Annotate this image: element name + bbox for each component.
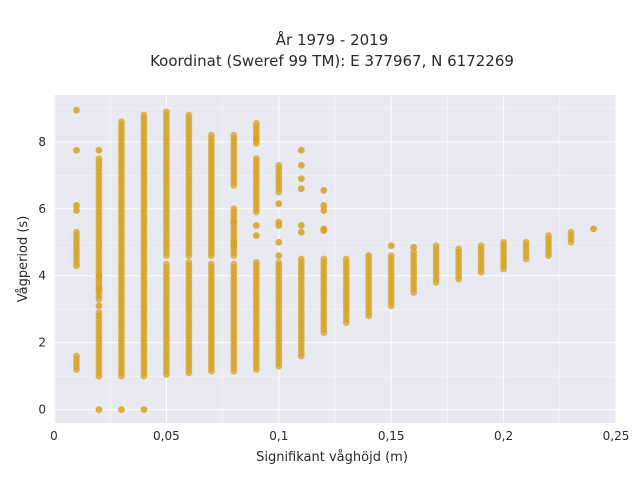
data-point [455,245,463,253]
x-tick-label: 0,05 [153,429,180,443]
data-point [320,207,328,214]
data-point [275,222,283,229]
data-point [185,258,193,266]
data-point [297,146,305,154]
data-point [73,202,80,209]
data-point [185,111,193,119]
data-point [342,255,350,263]
data-point [500,238,507,246]
data-point [230,205,238,213]
data-point [320,255,328,263]
data-point [73,352,80,360]
grid-lines [53,95,617,423]
data-point [163,260,170,268]
data-point [432,242,440,250]
data-point [410,243,418,251]
chart-title-line2: Koordinat (Sweref 99 TM): E 377967, N 61… [150,52,514,70]
data-point [73,146,80,154]
data-point [252,135,260,142]
data-point [118,118,125,126]
data-point [297,185,305,193]
data-point [297,175,305,183]
data-point [95,146,103,154]
data-point [275,252,283,260]
x-tick-label: 0,2 [494,429,513,443]
data-point [163,108,170,116]
data-point [140,406,148,414]
data-point [590,225,597,233]
data-point [297,255,305,263]
data-point [275,161,283,169]
y-tick-label: 8 [38,135,46,149]
y-tick-label: 2 [38,336,46,350]
data-point [320,227,328,234]
data-point [545,232,552,239]
data-point [252,258,260,266]
data-point [275,258,283,266]
data-point [410,248,418,256]
data-point [252,232,260,239]
data-point [95,302,103,310]
x-tick-label: 0,15 [378,429,405,443]
x-axis-label: Signifikant våghöjd (m) [256,450,408,465]
data-point [522,238,530,246]
data-point [387,252,395,260]
data-point [477,242,485,250]
x-axis-ticks: 0 0,05 0,1 0,15 0,2 0,25 [50,429,629,443]
data-point [365,252,373,260]
y-axis-ticks: 0 2 4 6 8 [38,135,46,417]
data-point [567,228,575,236]
data-point [95,285,103,293]
y-tick-label: 0 [38,403,46,417]
data-point [207,131,215,139]
data-point [140,111,148,119]
data-point [297,161,305,169]
data-point [275,238,283,246]
data-point [95,272,103,280]
chart-title-line1: År 1979 - 2019 [276,30,389,49]
y-axis-label: Vågperiod (s) [16,216,31,303]
data-point [252,222,260,229]
x-tick-label: 0,1 [269,429,288,443]
data-point [95,155,103,162]
data-point [297,222,305,229]
data-point [252,155,260,162]
data-point [230,131,238,139]
data-point [252,120,260,127]
data-point [95,309,103,316]
data-point [230,218,238,226]
data-point [230,260,238,268]
data-point [320,186,328,194]
data-point [118,406,125,414]
data-point [95,406,103,414]
data-point [207,260,215,268]
data-point [320,202,328,209]
x-tick-label: 0 [50,429,58,443]
data-markers [73,106,597,414]
x-tick-label: 0,25 [603,429,630,443]
data-point [297,228,305,236]
data-point [73,228,80,236]
y-tick-label: 4 [38,269,46,283]
data-point [230,238,238,246]
data-point [275,200,283,208]
y-tick-label: 6 [38,202,46,216]
data-point [73,106,80,114]
data-point [387,242,395,250]
data-point [73,207,80,214]
